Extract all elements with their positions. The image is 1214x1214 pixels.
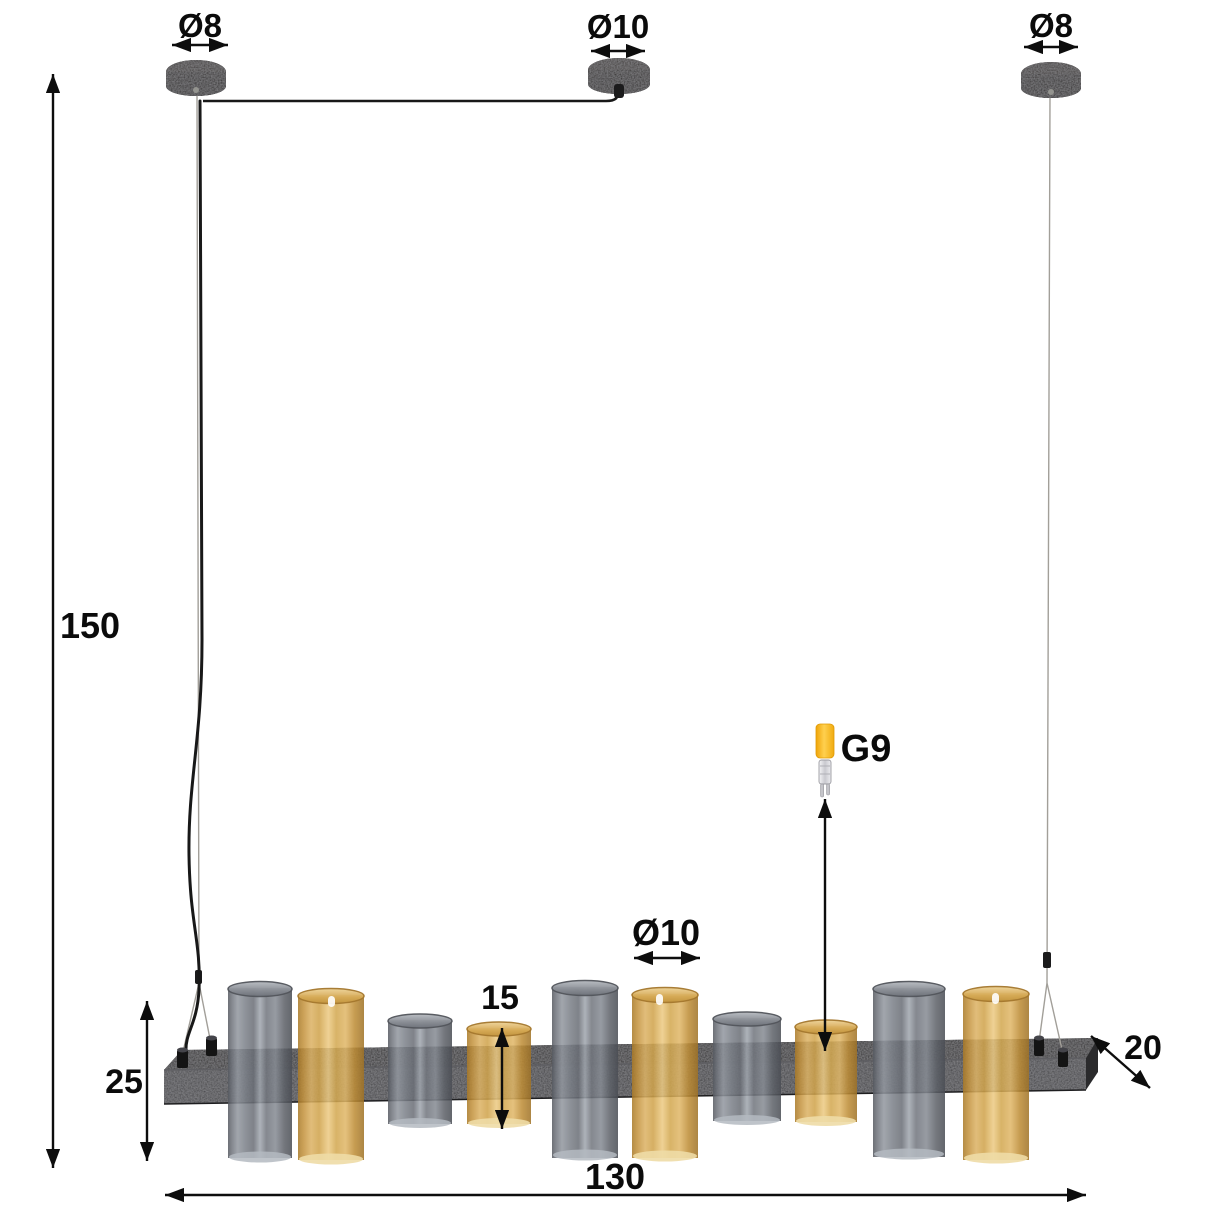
glass-cylinder-amber-tall-6 xyxy=(631,986,699,1162)
label-canopy-right-diameter: Ø8 xyxy=(1029,7,1073,44)
right-steel-wire xyxy=(1038,95,1064,1055)
label-glass-diameter: Ø10 xyxy=(632,912,700,953)
ceiling-canopy-left xyxy=(166,60,226,96)
glass-cylinder-smoke-small-7 xyxy=(712,1011,782,1125)
ceiling-canopy-right xyxy=(1021,62,1081,98)
glass-cylinder-amber-small-4 xyxy=(466,1021,532,1128)
frame-bolts xyxy=(177,1035,1068,1068)
glass-vent-hole xyxy=(328,996,335,1007)
label-fixture-height: 25 xyxy=(105,1063,143,1101)
label-frame-width: 130 xyxy=(585,1156,645,1197)
left-steel-wire xyxy=(181,92,212,1057)
label-canopy-center-diameter: Ø10 xyxy=(587,8,649,45)
right-canopy-screw xyxy=(1048,89,1054,95)
label-suspension-height: 150 xyxy=(60,605,120,646)
glass-vent-hole xyxy=(992,993,999,1004)
suspension-wires xyxy=(177,88,1068,1068)
glass-vent-hole xyxy=(656,994,663,1005)
glass-cylinder-smoke-tall-1 xyxy=(227,980,293,1163)
bulb-body xyxy=(815,723,835,759)
left-canopy-screw xyxy=(193,87,199,93)
glass-cylinder-smoke-tall-9 xyxy=(872,980,946,1160)
g9-bulb-icon xyxy=(815,723,835,798)
glass-cylinder-amber-tall-2 xyxy=(297,987,365,1165)
dim-arrow-frame-depth xyxy=(1090,1035,1151,1089)
center-canopy-cord-gland xyxy=(614,84,624,98)
glass-cylinder-smoke-tall-5 xyxy=(551,979,619,1161)
label-small-glass-height: 15 xyxy=(481,979,519,1017)
label-frame-depth: 20 xyxy=(1124,1029,1162,1067)
label-canopy-left-diameter: Ø8 xyxy=(178,7,222,44)
ceiling-power-cord xyxy=(203,88,622,103)
bulb-pin-right xyxy=(826,783,830,796)
dimension-labels: Ø8 Ø10 Ø8 150 25 15 Ø10 G9 20 130 xyxy=(60,7,1162,1197)
right-wire-gripper xyxy=(1043,952,1051,968)
glass-cylinder-amber-tall-10 xyxy=(962,985,1030,1164)
hanging-power-cable xyxy=(184,99,204,1054)
dimension-arrows xyxy=(45,37,1151,1203)
bulb-glass-base xyxy=(818,759,832,785)
bulb-pin-left xyxy=(820,783,824,798)
ceiling-canopy-center xyxy=(588,58,650,94)
label-bulb-type: G9 xyxy=(841,728,892,770)
glass-cylinder-smoke-small-3 xyxy=(387,1013,453,1128)
